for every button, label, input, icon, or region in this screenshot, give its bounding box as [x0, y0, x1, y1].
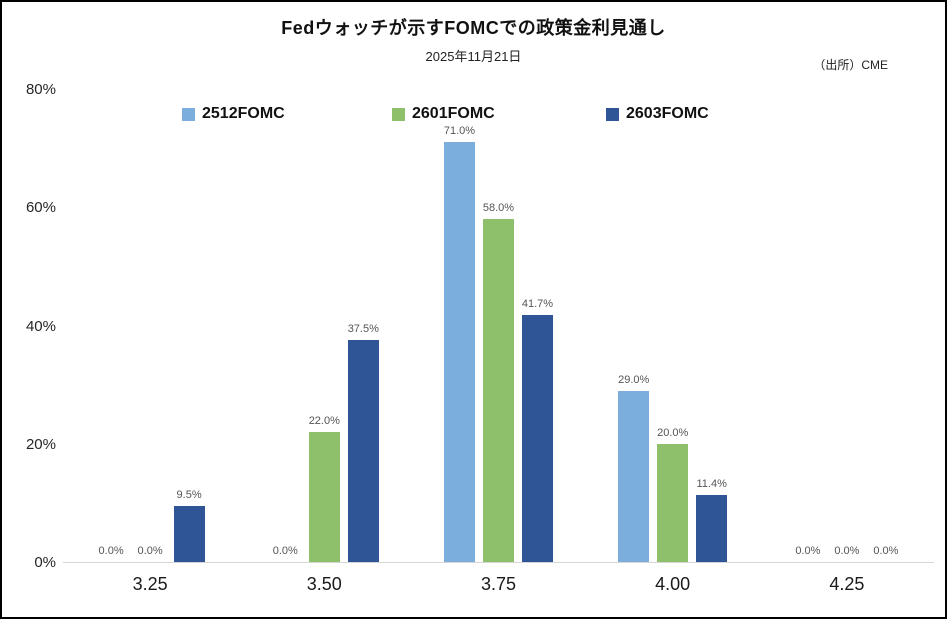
plot-area: 0.0% 0.0% 9.5% 0.0% 22.0% 37.5% 71.0% 58.0% 41.7… [63, 90, 934, 563]
bar-2601FOMC-4.00 [657, 444, 689, 562]
bar-2601FOMC-3.50 [308, 432, 340, 562]
bar-value-label: 9.5% [176, 489, 202, 501]
y-axis-tick-label: 60% [25, 199, 56, 217]
x-axis-tick-label: 4.00 [655, 574, 691, 594]
bar-value-label: 37.5% [347, 323, 379, 335]
bar-value-label: 0.0% [98, 545, 124, 557]
x-axis-tick-label: 4.25 [829, 574, 865, 594]
legend-swatch-2603FOMC [606, 107, 619, 121]
y-axis-tick-label: 80% [25, 81, 56, 98]
legend-swatch-2601FOMC [392, 107, 405, 121]
bar-value-label: 29.0% [618, 374, 650, 386]
y-axis-tick-label: 20% [25, 435, 56, 453]
bar-value-label: 20.0% [657, 427, 689, 439]
legend-label: 2603FOMC [626, 105, 709, 122]
bar-value-label: 0.0% [272, 545, 298, 557]
y-axis-tick-label: 0% [34, 554, 56, 571]
x-axis-tick-label: 3.50 [306, 574, 342, 594]
bar-value-label: 0.0% [834, 545, 860, 557]
x-axis-tick-label: 3.75 [480, 574, 517, 594]
bar-2603FOMC-3.25 [173, 506, 205, 562]
legend-item-2603FOMC: 2603FOMC [606, 105, 709, 123]
legend-item-2601FOMC: 2601FOMC [392, 105, 495, 123]
source-note: （出所）CME [813, 58, 888, 72]
x-axis-tick-label: 3.25 [132, 574, 168, 594]
bar-value-label: 71.0% [443, 125, 476, 137]
chart-subtitle: 2025年11月21日 [425, 49, 522, 64]
bar-2601FOMC-3.75 [483, 219, 514, 562]
bar-value-label: 11.4% [696, 478, 727, 490]
y-axis-tick-label: 40% [25, 317, 56, 335]
bar-value-label: 0.0% [795, 545, 821, 557]
bar-2603FOMC-3.75 [522, 315, 553, 562]
bar-value-label: 0.0% [873, 545, 899, 557]
legend-label: 2512FOMC [202, 105, 285, 122]
bar-value-label: 0.0% [137, 545, 163, 557]
bar-2512FOMC-3.75 [444, 142, 475, 562]
chart-title: Fedウォッチが示すFOMCでの政策金利見通し [281, 18, 666, 38]
legend-item-2512FOMC: 2512FOMC [182, 105, 285, 123]
legend-label: 2601FOMC [412, 105, 495, 122]
bar-2512FOMC-4.00 [618, 391, 650, 562]
bar-value-label: 41.7% [521, 298, 554, 310]
bar-2603FOMC-3.50 [347, 340, 379, 562]
bar-value-label: 22.0% [308, 415, 340, 427]
bar-2603FOMC-4.00 [696, 495, 728, 562]
bar-value-label: 58.0% [482, 202, 515, 214]
legend-swatch-2512FOMC [182, 107, 195, 121]
